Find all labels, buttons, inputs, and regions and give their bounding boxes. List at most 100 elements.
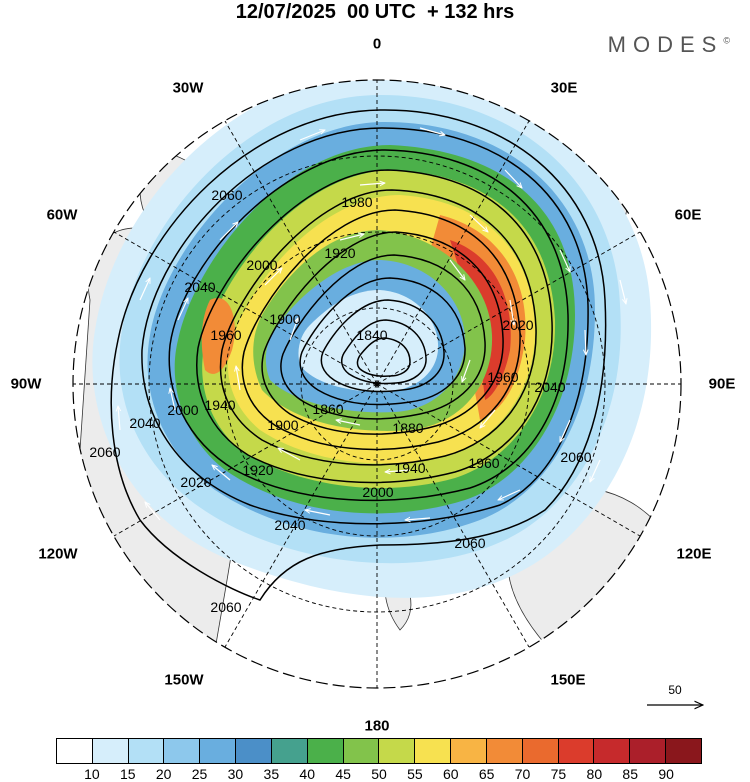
colorbar-swatch (630, 739, 667, 763)
contour-label-1940b: 1940 (394, 460, 425, 476)
colorbar-tick-label: 20 (155, 766, 172, 782)
lon-label-90w: 90W (10, 375, 42, 393)
contour-label-2060d: 2060 (210, 599, 241, 615)
contour-1840 (356, 337, 411, 377)
wind-speed-shading (92, 80, 652, 598)
lon-label-120e: 120E (676, 545, 712, 563)
colorbar-tick-label: 10 (84, 766, 100, 782)
speed-10-core (298, 290, 439, 392)
contour-1900 (299, 277, 466, 406)
contour-label-1860: 1860 (312, 401, 343, 417)
contour-1940 (261, 231, 504, 435)
contour-label-2000: 2000 (246, 257, 277, 273)
contour-label-1840: 1840 (356, 327, 387, 343)
colorbar-swatch (200, 739, 237, 763)
speed-70-west (201, 298, 235, 374)
lon-label-0: 0 (372, 35, 382, 53)
contour-1920 (280, 254, 486, 420)
colorbar-swatch (486, 739, 523, 763)
contour-label-1960c: 1960 (487, 369, 518, 385)
colorbar-tick-label: 90 (658, 766, 674, 782)
contour-2000 (196, 169, 553, 484)
colorbar-tick-label: 55 (407, 766, 423, 782)
colorbar-swatch (307, 739, 344, 763)
colorbar-swatch (451, 739, 487, 763)
colorbar (56, 738, 702, 764)
contour-label-1920: 1920 (324, 245, 355, 261)
colorbar-swatch (415, 739, 452, 763)
contour-label-1940: 1940 (204, 397, 235, 413)
lon-label-90e: 90E (708, 375, 736, 393)
pole-marker (374, 381, 380, 387)
colorbar-swatch (666, 739, 701, 763)
contour-label-2020b: 2020 (180, 474, 211, 490)
contour-label-2000b: 2000 (362, 484, 393, 500)
contour-label-2040c: 2040 (274, 517, 305, 533)
colorbar-swatch (92, 739, 129, 763)
contour-label-2060b: 2060 (89, 444, 120, 460)
colorbar-swatch (271, 739, 308, 763)
contour-label-2060e: 2060 (560, 449, 591, 465)
brand-logo: MODES© (607, 32, 730, 57)
colorbar-swatch (164, 739, 201, 763)
contour-label-1980: 1980 (341, 194, 372, 210)
lon-label-30w: 30W (172, 79, 204, 97)
contour-label-1960b: 1960 (468, 455, 499, 471)
colorbar-swatch (558, 739, 595, 763)
colorbar-swatch (236, 739, 272, 763)
lon-label-150w: 150W (164, 671, 204, 689)
lon-label-60w: 60W (46, 206, 78, 224)
colorbar-tick-label: 50 (371, 766, 387, 782)
contour-1960 (241, 209, 521, 451)
contour-1860 (340, 319, 427, 385)
colorbar-tick-label: 35 (263, 766, 280, 782)
contour-label-2040b: 2040 (129, 415, 160, 431)
colorbar-swatch (379, 739, 416, 763)
contour-label-1960: 1960 (210, 327, 241, 343)
contour-2040 (141, 127, 589, 525)
contour-label-1900b: 1900 (267, 417, 298, 433)
contour-label-1920b: 1920 (242, 462, 273, 478)
contour-label-2020: 2020 (502, 317, 533, 333)
colorbar-tick-label: 70 (514, 766, 531, 782)
colorbar-swatch (594, 739, 631, 763)
contour-label-2060c: 2060 (454, 535, 485, 551)
colorbar-swatch (522, 739, 559, 763)
contour-labels: 1840 1860 1880 1900 1900 1920 1920 1940 … (89, 187, 591, 615)
height-contours (110, 109, 607, 601)
lon-label-120w: 120W (38, 545, 78, 563)
colorbar-labels: 10 15 20 25 30 35 40 45 50 55 60 65 70 75 80 85 90 (56, 764, 702, 782)
colorbar-tick-label: 65 (478, 766, 495, 782)
colorbar-tick-label: 80 (586, 766, 603, 782)
colorbar-tick-label: 75 (550, 766, 567, 782)
colorbar-swatch (128, 739, 165, 763)
colorbar-swatch (343, 739, 380, 763)
contour-label-1880: 1880 (392, 420, 423, 436)
reference-arrow-icon (647, 695, 705, 735)
lon-label-150e: 150E (550, 671, 586, 689)
contour-2020 (168, 149, 569, 502)
colorbar-tick-label: 25 (191, 766, 208, 782)
contour-2060 (110, 109, 607, 601)
colorbar-tick-label: 85 (622, 766, 639, 782)
contour-label-2040d: 2040 (534, 379, 565, 395)
contour-label-2000c: 2000 (167, 402, 198, 418)
lon-label-30e: 30E (550, 79, 578, 97)
contour-label-2040: 2040 (184, 279, 215, 295)
colorbar-tick-label: 60 (442, 766, 459, 782)
map-title: 12/07/2025 00 UTC + 132 hrs (235, 1, 515, 23)
lon-label-180: 180 (364, 717, 390, 735)
lon-label-60e: 60E (674, 206, 702, 224)
map-border (72, 79, 682, 689)
wind-vectors (118, 127, 626, 520)
colorbar-tick-label: 40 (299, 766, 316, 782)
contour-label-2060: 2060 (211, 187, 242, 203)
contour-label-1900: 1900 (269, 311, 300, 327)
colorbar-swatch (57, 739, 93, 763)
colorbar-tick-label: 15 (119, 766, 136, 782)
contour-1880 (320, 299, 445, 393)
reference-vector-label: 50 (668, 683, 682, 697)
contour-1980 (219, 189, 537, 466)
colorbar-tick-label: 45 (335, 766, 351, 782)
